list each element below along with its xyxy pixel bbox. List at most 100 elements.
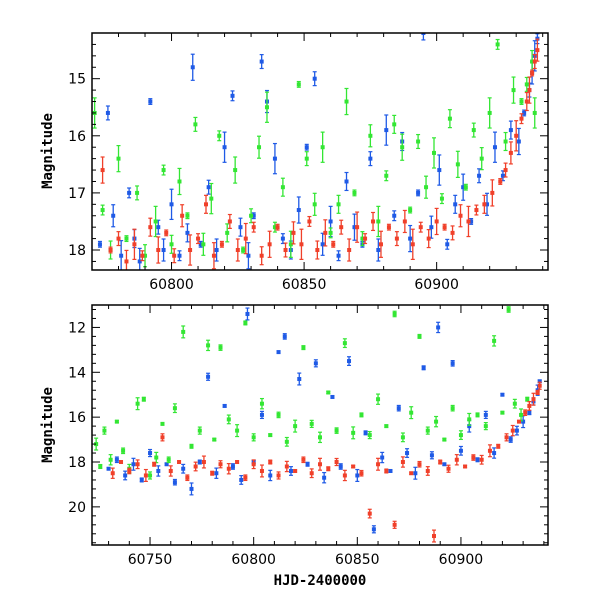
bottom-data-point [297,377,302,382]
bottom-data-point [160,421,165,426]
top-data-point [450,230,455,235]
bottom-data-point [212,437,217,442]
top-data-point [331,242,336,247]
bottom-data-point [164,462,169,467]
top-data-point [527,88,532,93]
top-data-point [477,173,482,178]
bottom-data-point [135,401,140,406]
bottom-data-point [432,534,436,539]
top-data-point [320,145,325,150]
bottom-data-point [305,462,310,467]
bottom-data-point [523,410,528,415]
top-data-point [280,236,285,241]
top-data-point [522,110,527,115]
bottom-data-point [309,471,314,476]
bottom-data-point [487,448,492,453]
top-data-point [344,99,349,104]
bottom-data-point [392,522,397,527]
top-data-point [193,122,198,127]
bottom-data-point [189,444,194,449]
top-data-point [328,230,333,235]
bottom-data-point [355,473,360,478]
top-data-point [291,230,296,235]
bottom-data-point [284,464,289,469]
top-data-point [211,253,216,258]
bottom-data-point [475,412,480,417]
top-data-point [328,219,333,224]
bottom-data-point [384,468,389,473]
bottom-x-tick-label: 60800 [231,552,276,568]
bottom-data-point [119,460,124,465]
bottom-data-point [243,475,248,480]
top-data-point [400,145,405,150]
top-data-point [249,213,254,218]
bottom-data-point [268,433,273,438]
top-data-point [402,219,407,224]
bottom-data-point [98,464,103,469]
bottom-data-point [102,428,107,433]
bottom-data-point [338,464,343,469]
bottom-data-point [380,455,385,460]
top-data-point [124,259,129,264]
bottom-data-point [172,480,177,485]
top-panel: 60800 60850 60900 15 16 17 18 Magnitude [40,32,549,293]
top-data-point [416,139,421,144]
top-data-point [376,219,381,224]
top-data-point [315,248,320,253]
bottom-data-point [309,421,314,426]
bottom-data-point [313,361,318,366]
top-data-point [485,202,490,207]
bottom-data-point [359,412,364,417]
top-data-point [304,145,309,150]
top-data-point [214,248,219,253]
top-data-point [445,242,450,247]
bottom-data-point [512,401,517,406]
top-data-point [363,236,368,241]
top-data-point [164,230,169,235]
top-data-point [461,185,466,190]
top-data-point [487,110,492,115]
top-data-point [217,133,222,138]
bottom-data-point [521,419,526,424]
bottom-data-point [148,473,153,478]
bottom-data-point [276,412,281,417]
bottom-series-2 [110,381,542,543]
bottom-data-point [108,457,113,462]
bottom-data-point [172,406,177,411]
bottom-data-point [214,471,219,476]
top-data-point [143,253,148,258]
top-data-point [495,42,500,47]
top-data-point [97,242,102,247]
bottom-data-point [392,311,397,316]
top-data-point [352,190,357,195]
top-data-point [503,139,508,144]
bottom-data-point [189,486,194,491]
top-data-point [532,110,537,115]
top-data-point [439,196,444,201]
bottom-data-point [110,471,115,476]
top-data-point [105,110,110,115]
bottom-data-point [156,468,161,473]
top-data-point [100,168,105,173]
top-data-point [519,116,524,121]
top-data-point [206,185,211,190]
top-data-point [424,185,429,190]
bottom-data-point [334,428,339,433]
bottom-data-point [467,417,472,422]
bottom-data-point [166,457,171,462]
top-data-point [410,242,415,247]
top-data-point [416,190,421,195]
bottom-data-point [342,341,347,346]
top-data-point [272,225,277,230]
top-data-point [238,225,243,230]
top-data-point [235,248,240,253]
bottom-data-point [276,350,281,355]
bottom-data-point [282,334,287,339]
top-x-tick-label: 60800 [149,277,194,293]
bottom-data-point [148,451,153,456]
bottom-data-point [446,466,451,471]
top-data-point [392,122,397,127]
bottom-data-point [135,462,140,467]
top-data-point [530,70,535,75]
